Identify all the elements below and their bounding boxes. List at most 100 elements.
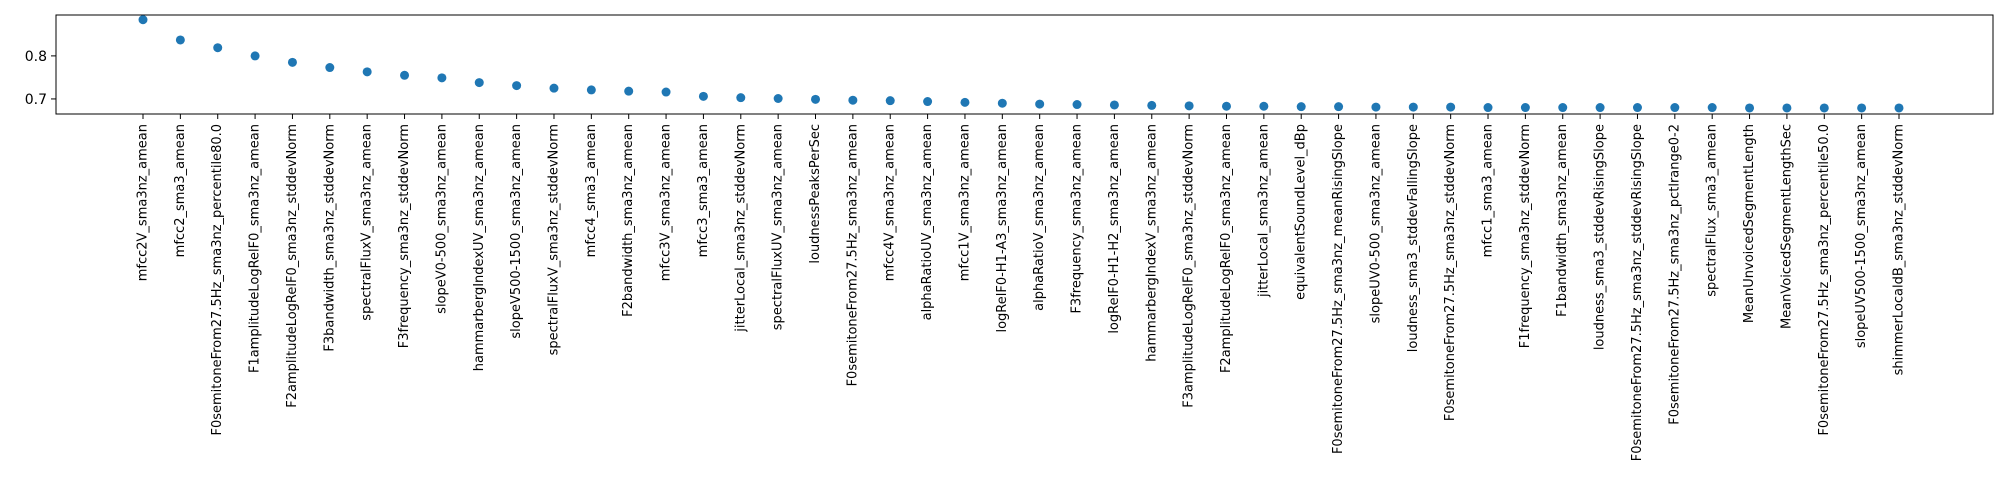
- x-tick-label: F0semitoneFrom27.5Hz_sma3nz_amean: [845, 124, 860, 386]
- y-axis: 0.7 0.8: [25, 49, 56, 108]
- data-point: [1221, 101, 1231, 111]
- x-tick-label: logRelF0-H1-A3_sma3nz_amean: [995, 124, 1010, 333]
- data-point: [400, 70, 410, 80]
- data-point: [661, 87, 671, 97]
- x-tick-label: mfcc1_sma3_amean: [1481, 124, 1496, 257]
- data-point: [1670, 103, 1680, 113]
- x-tick-label: mfcc4V_sma3nz_amean: [883, 124, 898, 281]
- data-point: [1334, 102, 1344, 112]
- data-point: [1595, 103, 1605, 113]
- data-point: [474, 78, 484, 88]
- x-tick-label: spectralFluxV_sma3nz_stddevNorm: [546, 124, 561, 355]
- data-point: [287, 57, 297, 67]
- x-tick-label: jitterLocal_sma3nz_stddevNorm: [733, 124, 748, 333]
- x-tick-label: spectralFluxV_sma3nz_amean: [360, 124, 375, 321]
- data-point: [1147, 100, 1157, 110]
- data-point: [1109, 100, 1119, 110]
- data-points: [138, 15, 1904, 113]
- x-tick-label: F1amplitudeLogRelF0_sma3nz_amean: [248, 124, 263, 373]
- data-point: [1520, 103, 1530, 113]
- y-tick-label: 0.8: [25, 49, 47, 65]
- x-tick-label: alphaRatioUV_sma3nz_amean: [920, 124, 935, 320]
- data-point: [138, 15, 148, 25]
- x-axis: mfcc2V_sma3nz_amean mfcc2_sma3_amean F0sem…: [136, 114, 1907, 461]
- data-point: [960, 97, 970, 107]
- x-tick-label: MeanUnvoicedSegmentLength: [1742, 124, 1757, 323]
- x-tick-label: logRelF0-H1-H2_sma3nz_amean: [1107, 124, 1122, 334]
- x-tick-label: slopeV500-1500_sma3nz_amean: [509, 124, 524, 339]
- x-tick-label: slopeUV0-500_sma3nz_amean: [1368, 124, 1383, 323]
- plot-frame: [55, 14, 1994, 115]
- data-point: [923, 97, 933, 107]
- data-point: [1558, 103, 1568, 113]
- x-tick-label: hammarbergIndexUV_sma3nz_amean: [472, 124, 487, 371]
- x-tick-label: F3frequency_sma3nz_amean: [1070, 124, 1085, 314]
- data-point: [1371, 102, 1381, 112]
- x-tick-label: mfcc4_sma3_amean: [584, 124, 599, 257]
- data-point: [1483, 103, 1493, 113]
- x-tick-label: F3frequency_sma3nz_stddevNorm: [397, 124, 412, 348]
- x-tick-label: jitterLocal_sma3nz_amean: [1256, 124, 1271, 298]
- data-point: [549, 83, 559, 93]
- data-point: [250, 51, 260, 61]
- data-point: [437, 73, 447, 83]
- data-point: [698, 91, 708, 101]
- x-tick-label: loudness_sma3_stddevRisingSlope: [1593, 124, 1608, 350]
- x-tick-label: loudness_sma3_stddevFallingSlope: [1406, 124, 1421, 352]
- x-tick-label: shimmerLocaldB_sma3nz_stddevNorm: [1892, 124, 1907, 375]
- x-tick-label: F1frequency_sma3nz_stddevNorm: [1518, 124, 1533, 348]
- x-tick-label: mfcc2_sma3_amean: [173, 124, 188, 257]
- x-tick-label: F2amplitudeLogRelF0_sma3nz_stddevNorm: [285, 124, 300, 408]
- x-tick-label: F2amplitudeLogRelF0_sma3nz_amean: [1219, 124, 1234, 373]
- x-tick-label: mfcc3V_sma3nz_amean: [659, 124, 674, 281]
- x-tick-label: F1bandwidth_sma3nz_amean: [1555, 124, 1570, 317]
- x-tick-label: mfcc3_sma3_amean: [696, 124, 711, 257]
- data-point: [362, 67, 372, 77]
- data-point: [773, 94, 783, 104]
- data-point: [1707, 103, 1717, 113]
- data-point: [624, 86, 634, 96]
- data-point: [512, 81, 522, 91]
- data-point: [1745, 103, 1755, 113]
- x-tick-label: mfcc2V_sma3nz_amean: [136, 124, 151, 281]
- data-point: [1408, 102, 1418, 112]
- x-tick-label: spectralFluxUV_sma3nz_amean: [771, 124, 786, 330]
- x-tick-label: slopeV0-500_sma3nz_amean: [434, 124, 449, 314]
- x-tick-label: F2bandwidth_sma3nz_amean: [621, 124, 636, 317]
- data-point: [848, 95, 858, 105]
- x-tick-label: F3amplitudeLogRelF0_sma3nz_stddevNorm: [1182, 124, 1197, 408]
- x-tick-label: F3bandwidth_sma3nz_stddevNorm: [322, 124, 337, 352]
- y-tick-label: 0.7: [25, 92, 47, 108]
- data-point: [1035, 99, 1045, 109]
- data-point: [1446, 102, 1456, 112]
- x-tick-label: equivalentSoundLevel_dBp: [1294, 124, 1309, 300]
- data-point: [213, 43, 223, 53]
- x-tick-label: F0semitoneFrom27.5Hz_sma3nz_percentile50…: [1817, 124, 1832, 436]
- x-tick-label: F0semitoneFrom27.5Hz_sma3nz_pctlrange0-2: [1667, 124, 1682, 425]
- data-point: [1259, 101, 1269, 111]
- data-point: [1072, 100, 1082, 110]
- data-point: [997, 98, 1007, 108]
- data-point: [1857, 103, 1867, 113]
- data-point: [885, 96, 895, 106]
- data-point: [586, 85, 596, 95]
- data-point: [736, 93, 746, 103]
- data-point: [175, 35, 185, 45]
- x-tick-label: loudnessPeaksPerSec: [808, 124, 823, 264]
- data-point: [1184, 101, 1194, 111]
- x-tick-label: F0semitoneFrom27.5Hz_sma3nz_stddevNorm: [1443, 124, 1458, 421]
- data-point: [1819, 103, 1829, 113]
- x-tick-label: MeanVoicedSegmentLengthSec: [1779, 124, 1794, 329]
- data-point: [1894, 103, 1904, 113]
- data-point: [1296, 102, 1306, 112]
- data-point: [1632, 103, 1642, 113]
- x-tick-label: F0semitoneFrom27.5Hz_sma3nz_meanRisingSl…: [1331, 124, 1346, 454]
- x-tick-label: slopeUV500-1500_sma3nz_amean: [1854, 124, 1869, 348]
- data-point: [1782, 103, 1792, 113]
- data-point: [325, 63, 335, 73]
- x-tick-label: F0semitoneFrom27.5Hz_sma3nz_percentile80…: [210, 124, 225, 436]
- x-tick-label: hammarbergIndexV_sma3nz_amean: [1144, 124, 1159, 362]
- x-tick-label: F0semitoneFrom27.5Hz_sma3nz_stddevRising…: [1630, 124, 1645, 461]
